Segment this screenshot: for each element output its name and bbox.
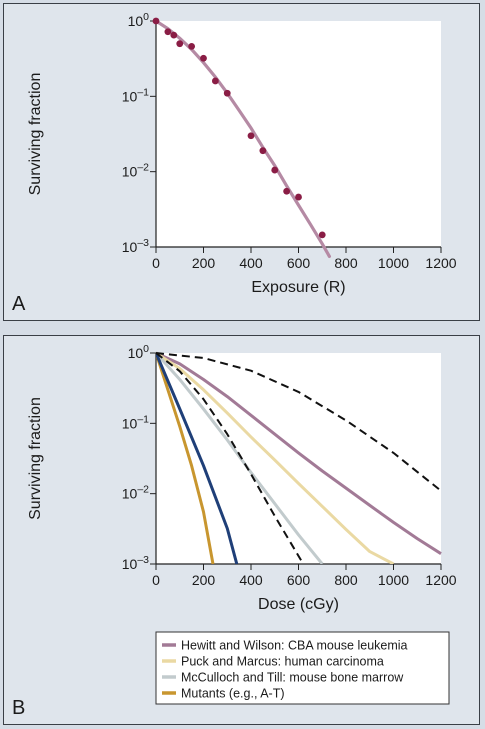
panel-a: 0 200 400 600 800 1000 1200 100 10–1 10–2 10–3 Expo… [3, 3, 480, 321]
y-tick-label: 10–3 [122, 237, 149, 255]
series-line [156, 351, 395, 564]
x-tick-label: 200 [192, 572, 216, 588]
y-tick-label: 100 [128, 11, 150, 29]
y-tick-label: 10–2 [122, 162, 149, 180]
data-point [259, 147, 267, 155]
x-tick-label: 0 [152, 255, 160, 271]
x-tick-label: 800 [334, 255, 358, 271]
x-tick-label: 1000 [378, 572, 409, 588]
data-point [170, 31, 178, 39]
data-point [247, 132, 255, 140]
x-tick-label: 1200 [425, 572, 456, 588]
data-point [211, 77, 219, 85]
data-point [164, 28, 172, 36]
data-point [223, 89, 231, 97]
x-tick-label: 600 [287, 255, 311, 271]
y-tick-label: 10–1 [122, 413, 149, 431]
chart-b: 0 200 400 600 800 1000 1200 100 10–1 10–2 10–3 Dose… [12, 343, 457, 719]
legend-box [155, 631, 450, 705]
data-point [318, 231, 326, 239]
y-tick-label: 10–1 [122, 86, 149, 104]
y-axis-label: Surviving fraction [27, 73, 44, 196]
dashed-reference-curve [156, 352, 305, 564]
data-point [271, 166, 279, 174]
unlabeled-series-line [156, 352, 239, 564]
x-tick-label: 0 [152, 572, 160, 588]
legend-label: Puck and Marcus: human carcinoma [181, 655, 384, 669]
x-axis-label: Exposure (R) [251, 279, 345, 296]
x-tick-label: 1200 [425, 255, 456, 271]
y-axis-label: Surviving fraction [27, 397, 44, 520]
plot-area [156, 21, 441, 247]
x-tick-label: 1000 [378, 255, 409, 271]
y-tick-label: 10–3 [122, 554, 149, 572]
x-tick-label: 600 [287, 572, 311, 588]
data-point [295, 193, 302, 201]
data-point [152, 17, 160, 25]
data-point [283, 187, 291, 195]
legend-label: McCulloch and Till: mouse bone marrow [181, 671, 404, 685]
series-line [156, 351, 442, 555]
x-tick-label: 400 [239, 255, 263, 271]
panel-b: 0 200 400 600 800 1000 1200 100 10–1 10–2 10–3 Dose… [3, 335, 480, 725]
series-line [156, 352, 215, 564]
y-tick-label: 10–2 [122, 484, 149, 502]
x-tick-label: 200 [192, 255, 216, 271]
legend-label: Hewitt and Wilson: CBA mouse leukemia [181, 639, 408, 653]
panel-letter-a: A [12, 293, 26, 315]
fit-curve [154, 19, 331, 258]
series-group [156, 351, 442, 564]
panel-letter-b: B [12, 697, 25, 719]
data-point [188, 43, 196, 50]
x-tick-label: 400 [239, 572, 263, 588]
series-line [156, 351, 324, 564]
legend-label: Mutants (e.g., A-T) [181, 687, 285, 701]
chart-a: 0 200 400 600 800 1000 1200 100 10–1 10–2 10–3 Expo… [12, 11, 457, 315]
data-point [176, 40, 184, 48]
dashed-reference-curve [156, 352, 442, 492]
x-axis-label: Dose (cGy) [258, 596, 339, 613]
y-tick-label: 100 [128, 343, 150, 361]
data-point [200, 54, 207, 62]
x-tick-label: 800 [334, 572, 358, 588]
